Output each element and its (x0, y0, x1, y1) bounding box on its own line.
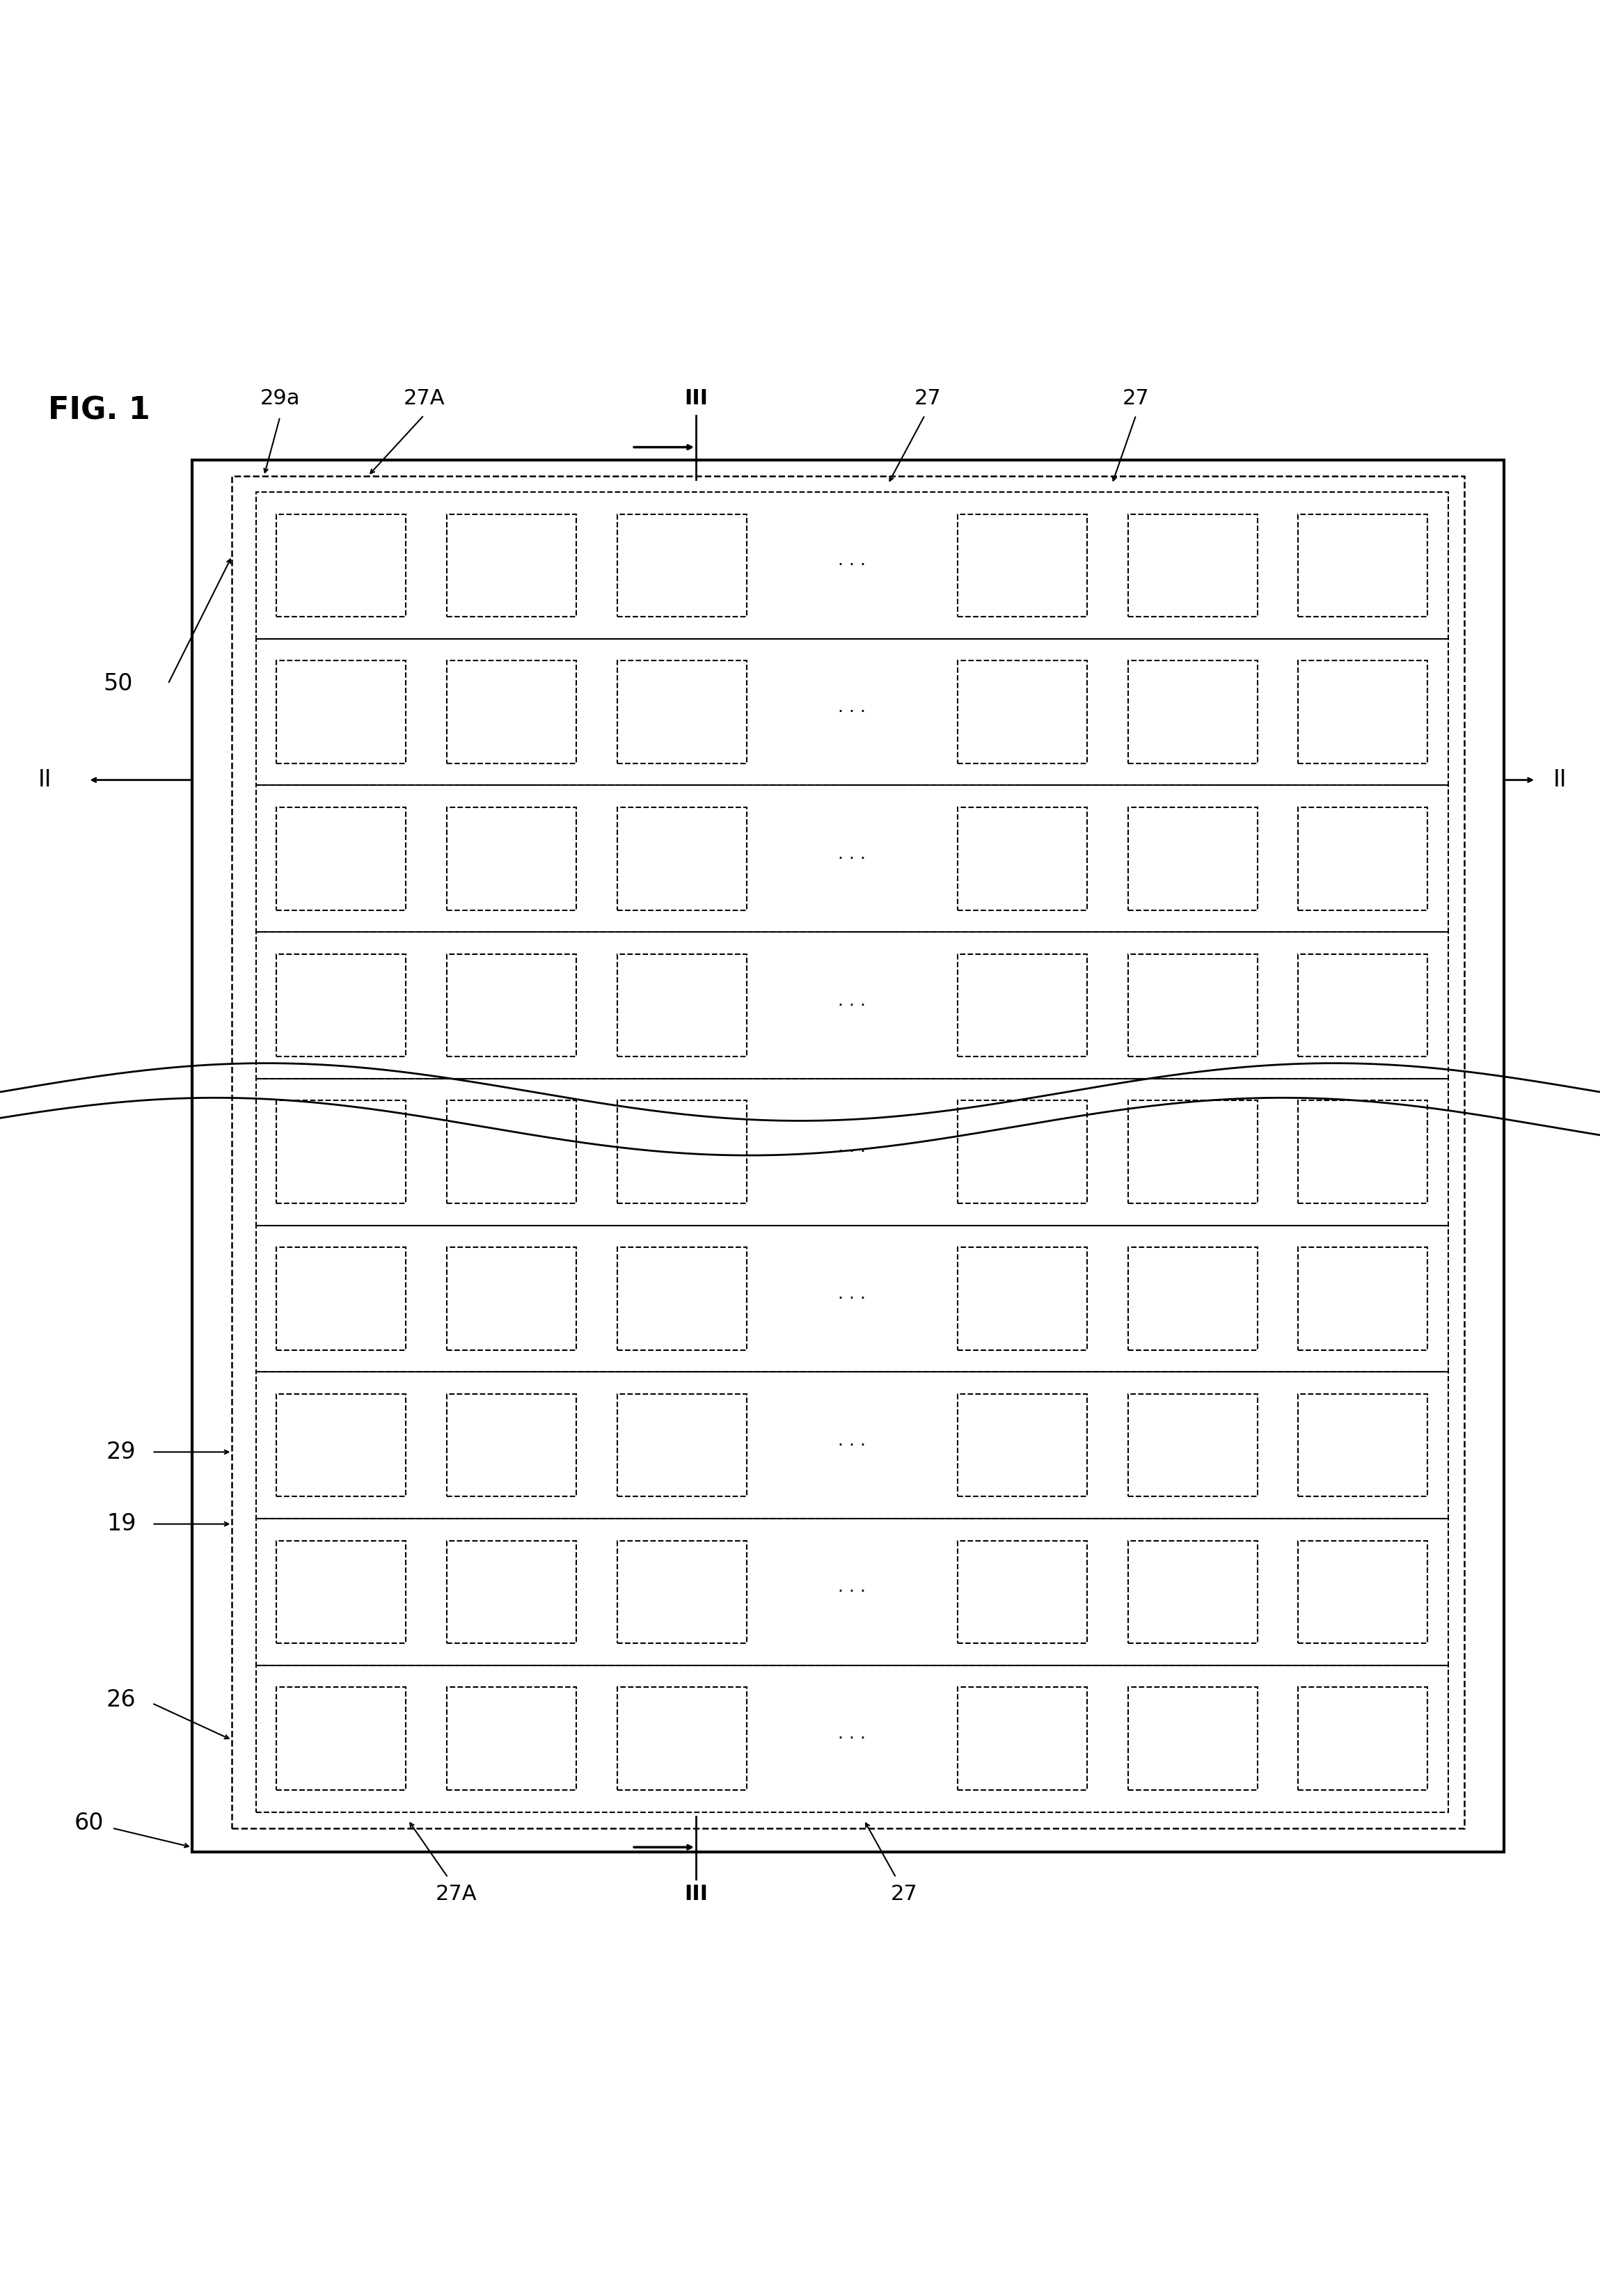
Bar (957, 1100, 1086, 1203)
Text: 50: 50 (104, 673, 133, 696)
Bar (618, 1100, 747, 1203)
Text: II: II (38, 769, 51, 792)
Bar (277, 1247, 406, 1350)
Bar (1298, 1100, 1427, 1203)
Bar (256, 1665, 1448, 1812)
Text: · · ·: · · · (838, 1584, 866, 1600)
Text: · · ·: · · · (838, 558, 866, 574)
Bar (618, 1247, 747, 1350)
Bar (957, 661, 1086, 762)
Bar (256, 491, 1448, 638)
Bar (1128, 1247, 1258, 1350)
Bar (446, 514, 576, 618)
Text: 19: 19 (107, 1513, 136, 1536)
Bar (957, 1247, 1086, 1350)
Text: · · ·: · · · (838, 850, 866, 868)
Bar (277, 808, 406, 909)
Bar (1298, 808, 1427, 909)
Text: 60: 60 (75, 1812, 104, 1835)
Text: · · ·: · · · (838, 1290, 866, 1306)
Bar (1128, 955, 1258, 1056)
Bar (1298, 1247, 1427, 1350)
Bar (256, 1226, 1448, 1373)
Text: 27: 27 (891, 1885, 917, 1903)
Bar (957, 1688, 1086, 1791)
Bar (446, 1100, 576, 1203)
Bar (277, 1541, 406, 1644)
Bar (256, 638, 1448, 785)
Bar (618, 955, 747, 1056)
Text: II: II (1554, 769, 1566, 792)
Text: · · ·: · · · (838, 703, 866, 721)
Bar (618, 1541, 747, 1644)
Bar (1128, 1541, 1258, 1644)
Bar (618, 1394, 747, 1497)
Bar (618, 514, 747, 618)
Bar (1128, 661, 1258, 762)
Text: 27A: 27A (403, 388, 445, 409)
Bar (1128, 1394, 1258, 1497)
Bar (256, 1518, 1448, 1665)
Text: 27A: 27A (435, 1885, 477, 1903)
Bar (446, 661, 576, 762)
Bar (277, 955, 406, 1056)
Text: · · ·: · · · (838, 1437, 866, 1453)
Bar (618, 1688, 747, 1791)
Bar (277, 661, 406, 762)
Bar (277, 1394, 406, 1497)
Bar (1298, 661, 1427, 762)
Text: · · ·: · · · (838, 1143, 866, 1159)
Bar (277, 514, 406, 618)
Bar (446, 955, 576, 1056)
Text: FIG. 1: FIG. 1 (48, 395, 150, 427)
Bar (957, 808, 1086, 909)
Bar (1128, 1100, 1258, 1203)
Text: III: III (685, 388, 707, 409)
Text: 27: 27 (915, 388, 941, 409)
Bar (192, 459, 1504, 1853)
Bar (1298, 1541, 1427, 1644)
Bar (277, 1688, 406, 1791)
Text: III: III (685, 1885, 707, 1903)
Bar (1298, 1688, 1427, 1791)
Bar (277, 1100, 406, 1203)
Bar (446, 1688, 576, 1791)
Bar (232, 475, 1464, 1828)
Bar (1298, 514, 1427, 618)
Bar (618, 808, 747, 909)
Bar (1128, 514, 1258, 618)
Bar (446, 1541, 576, 1644)
Bar (957, 514, 1086, 618)
Bar (957, 955, 1086, 1056)
Text: · · ·: · · · (838, 1731, 866, 1747)
Bar (1128, 808, 1258, 909)
Text: 27: 27 (1123, 388, 1149, 409)
Bar (256, 785, 1448, 932)
Text: 29a: 29a (259, 388, 301, 409)
Bar (256, 1373, 1448, 1518)
Bar (446, 1394, 576, 1497)
Bar (1298, 1394, 1427, 1497)
Bar (446, 1247, 576, 1350)
Bar (1298, 955, 1427, 1056)
Bar (957, 1394, 1086, 1497)
Bar (618, 661, 747, 762)
Text: · · ·: · · · (838, 996, 866, 1013)
Bar (256, 932, 1448, 1079)
Bar (256, 1079, 1448, 1226)
Bar (1128, 1688, 1258, 1791)
Text: 29: 29 (106, 1440, 136, 1463)
Bar (957, 1541, 1086, 1644)
Text: 26: 26 (106, 1688, 136, 1711)
Bar (446, 808, 576, 909)
